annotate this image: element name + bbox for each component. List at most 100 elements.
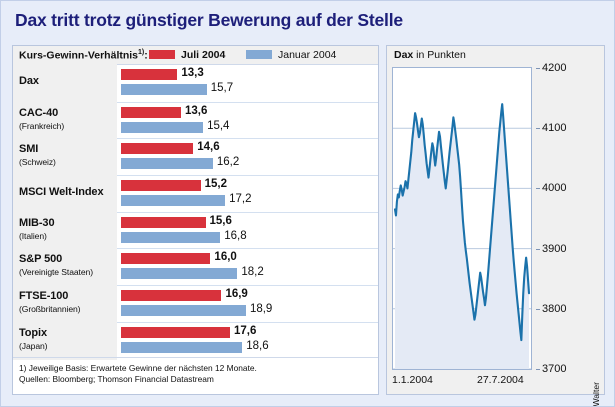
- bar-row-label-box: S&P 500 (Vereinigte Staaten): [13, 248, 117, 287]
- bar-row-name: S&P 500: [19, 253, 63, 266]
- dax-line-series: [393, 103, 531, 342]
- footnotes: 1) Jeweilige Basis: Erwartete Gewinne de…: [13, 357, 378, 394]
- bar-chart-legend: Kurs-Gewinn-Verhältnis1): Juli 2004 Janu…: [13, 46, 378, 65]
- bar-value-juli: 13,3: [181, 67, 204, 79]
- bar-row-label-box: MSCI Welt-Index: [13, 175, 117, 213]
- bar-row-name: MSCI Welt-Index: [19, 186, 104, 199]
- bar-row-subtitle: (Großbritannien): [19, 304, 81, 315]
- bar-value-juli: 15,6: [209, 214, 232, 227]
- bar-value-januar: 15,4: [207, 119, 230, 132]
- bar-row: CAC-40 (Frankreich) 13,6 15,4: [13, 101, 378, 140]
- bar-januar: [121, 195, 226, 207]
- legend-title: Kurs-Gewinn-Verhältnis1):: [19, 49, 148, 62]
- x-axis-labels: 1.1.2004 27.7.2004: [392, 374, 542, 390]
- line-plot-svg: [393, 103, 531, 369]
- bar-value-juli: 17,6: [234, 324, 257, 337]
- legend-label-januar: Januar 2004: [278, 49, 337, 62]
- y-tick-label: 3700: [542, 363, 567, 375]
- bar-value-januar: 16,2: [216, 156, 240, 169]
- bar-value-januar: 18,2: [241, 266, 264, 279]
- line-chart-title: Dax in Punkten: [394, 49, 466, 61]
- line-area-fill: [395, 104, 529, 369]
- bar-januar: [121, 268, 238, 280]
- footnote-sources: Quellen: Bloomberg; Thomson Financial Da…: [19, 374, 214, 384]
- y-axis-labels: 4200 4100 4000 3900 3800 3700: [536, 62, 580, 375]
- bar-row-subtitle: (Japan): [19, 340, 48, 351]
- x-tick-start: 1.1.2004: [392, 374, 433, 386]
- bar-value-januar: 17,2: [229, 193, 252, 206]
- bar-value-januar: 16,8: [224, 229, 247, 242]
- bar-value-juli: 16,9: [225, 288, 248, 301]
- bar-row-name: SMI: [19, 143, 39, 156]
- bar-value-juli: 13,6: [185, 104, 208, 117]
- line-plot-area: [392, 67, 532, 370]
- bar-juli: [121, 290, 222, 302]
- bar-januar: [121, 158, 213, 170]
- graphic-credit: F.A.Z.-Grafik Walter: [591, 382, 601, 406]
- bar-row: Topix (Japan) 17,6 18,6: [13, 321, 378, 360]
- bar-row-label-box: MIB-30 (Italien): [13, 211, 117, 250]
- y-tick-mark: [536, 188, 540, 190]
- bar-row-label-box: Topix (Japan): [13, 321, 117, 360]
- bar-rows: Dax 13,3 15,7 CAC-40 (Frankreich) 13,6 15,4 SMI…: [13, 64, 378, 360]
- bar-value-januar: 15,7: [210, 82, 234, 94]
- bar-chart-panel: Kurs-Gewinn-Verhältnis1): Juli 2004 Janu…: [12, 45, 379, 395]
- bar-juli: [121, 326, 231, 338]
- bar-row-label-box: CAC-40 (Frankreich): [13, 101, 117, 140]
- bar-row-subtitle: (Frankreich): [19, 120, 65, 131]
- bar-row: FTSE-100 (Großbritannien) 16,9 18,9: [13, 285, 378, 323]
- legend-title-superscript: 1): [138, 49, 145, 56]
- bar-row: S&P 500 (Vereinigte Staaten) 16,0 18,2: [13, 248, 378, 287]
- y-tick-mark: [536, 248, 540, 250]
- bar-januar: [121, 231, 221, 243]
- bar-row-name: Topix: [19, 326, 48, 339]
- line-chart-title-bold: Dax: [394, 49, 414, 61]
- bar-row: MSCI Welt-Index 15,2 17,2: [13, 175, 378, 213]
- bar-row: MIB-30 (Italien) 15,6 16,8: [13, 211, 378, 250]
- bar-januar: [121, 341, 243, 353]
- bar-januar: [121, 121, 204, 133]
- bar-juli: [121, 216, 206, 228]
- y-tick-mark: [536, 308, 540, 310]
- page-title: Dax tritt trotz günstiger Bewerung auf d…: [15, 10, 403, 30]
- bar-juli: [121, 69, 178, 80]
- legend-title-colon: :: [144, 49, 148, 62]
- legend-entry-juli: Juli 2004: [149, 49, 225, 61]
- line-chart-panel: Dax in Punkten 4200 4100 4000 3900 3800 3700 …: [386, 45, 605, 406]
- bar-value-januar: 18,9: [249, 303, 273, 316]
- legend-swatch-januar: [246, 49, 272, 59]
- y-tick-label: 4200: [542, 62, 567, 74]
- legend-title-text: Kurs-Gewinn-Verhältnis: [19, 49, 139, 62]
- bar-row-subtitle: (Italien): [19, 230, 47, 241]
- y-tick-label: 3800: [542, 302, 567, 315]
- y-tick-mark: [536, 369, 540, 370]
- bar-value-juli: 16,0: [214, 251, 237, 264]
- bar-row-name: Dax: [19, 75, 39, 87]
- bar-value-juli: 15,2: [204, 178, 228, 191]
- bar-row-subtitle: (Vereinigte Staaten): [19, 267, 93, 278]
- bar-juli: [121, 106, 182, 118]
- bar-value-januar: 18,6: [246, 339, 269, 352]
- bar-row-name: MIB-30: [19, 216, 55, 229]
- bar-value-juli: 14,6: [197, 141, 220, 154]
- bar-januar: [121, 84, 207, 95]
- bar-row-name: FTSE-100: [19, 290, 69, 303]
- y-tick-label: 4100: [542, 122, 567, 135]
- bar-row-name: CAC-40: [19, 106, 59, 119]
- y-tick-mark: [536, 128, 540, 130]
- bar-row-label-box: Dax: [13, 64, 117, 103]
- bar-januar: [121, 305, 246, 317]
- bar-row: Dax 13,3 15,7: [13, 64, 378, 103]
- y-tick-label: 4000: [542, 182, 567, 195]
- bar-row-label-box: SMI (Schweiz): [13, 138, 117, 177]
- legend-entry-januar: Januar 2004: [246, 49, 336, 61]
- bar-juli: [121, 253, 211, 265]
- legend-swatch-juli: [149, 49, 175, 59]
- bar-row-subtitle: (Schweiz): [19, 157, 56, 168]
- legend-label-juli: Juli 2004: [181, 49, 226, 62]
- bar-juli: [121, 180, 201, 192]
- bar-juli: [121, 143, 194, 155]
- bar-row-label-box: FTSE-100 (Großbritannien): [13, 285, 117, 323]
- y-tick-mark: [536, 68, 540, 69]
